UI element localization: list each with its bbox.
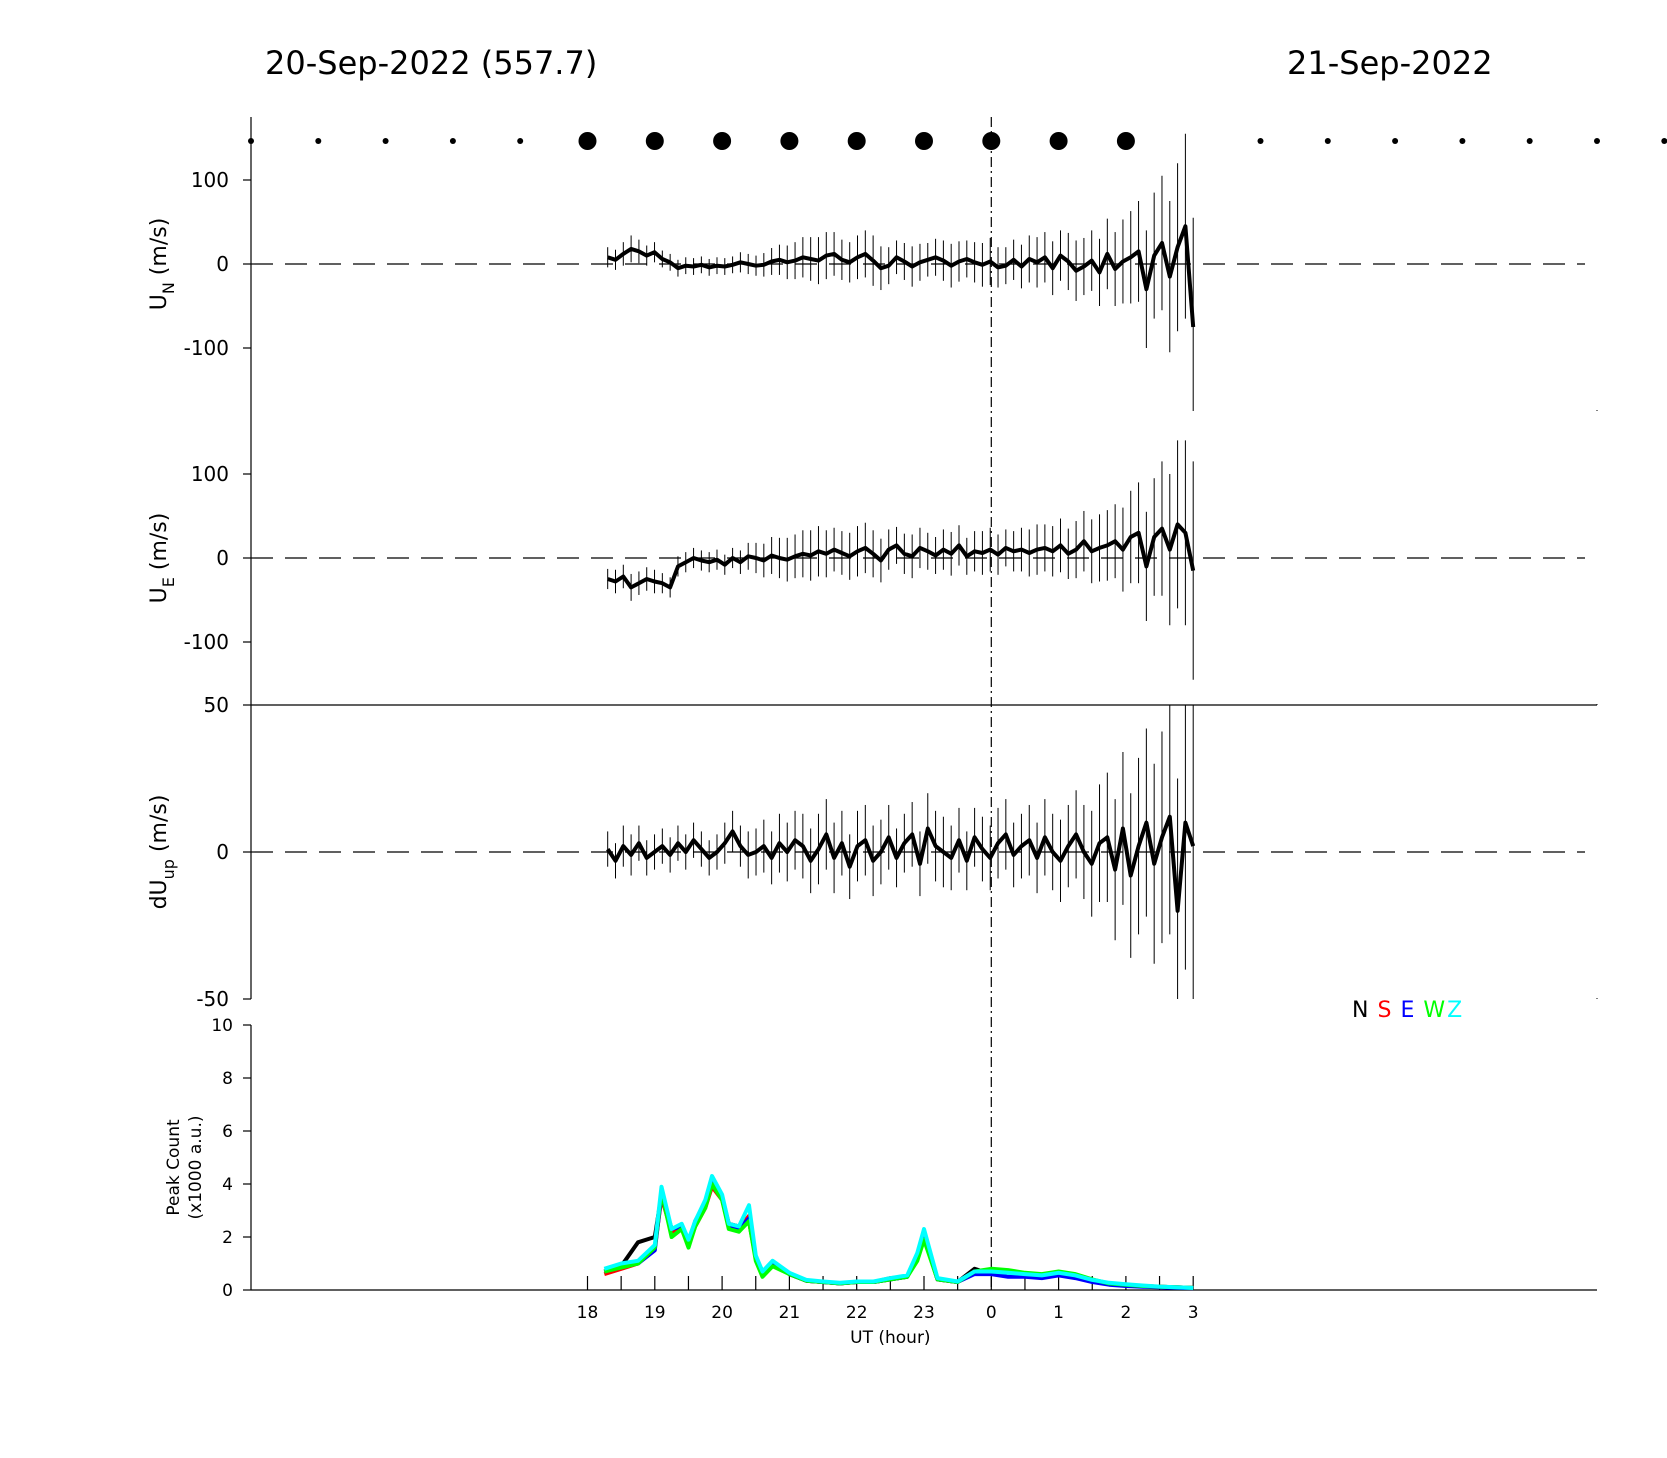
dup-y-tick-label: 50	[204, 693, 229, 717]
peak-x-tick-label: 18	[577, 1303, 599, 1323]
sky-dot-small	[382, 138, 389, 144]
sky-dot-small	[315, 138, 322, 144]
un-y-label: UN (m/s)	[147, 218, 178, 311]
ue-y-tick-label: 100	[191, 462, 229, 486]
legend-label-w: W	[1423, 998, 1446, 1023]
peak-x-label: UT (hour)	[850, 1328, 930, 1348]
sky-dot-small	[1661, 138, 1667, 144]
dup-y-tick-label: -50	[196, 987, 229, 1011]
sky-dot-small	[1526, 138, 1533, 144]
sky-dot-small	[1257, 138, 1264, 144]
peak-y-tick-label: 6	[222, 1122, 233, 1142]
peak-x-tick-label: 19	[644, 1303, 666, 1323]
chart-legend: N S E WZ	[1352, 998, 1464, 1023]
peak-y-tick-label: 8	[222, 1069, 233, 1089]
peak-x-tick-label: 21	[779, 1303, 801, 1323]
sky-dot-small	[1392, 138, 1399, 144]
peak-x-tick-label: 22	[846, 1303, 868, 1323]
peak-y-tick-label: 0	[222, 1281, 233, 1301]
plot-title-date: 20-Sep-2022 (557.7)	[265, 44, 598, 82]
legend-label-e: E	[1400, 998, 1415, 1023]
peak-y-label-line1: Peak Count	[164, 1119, 184, 1216]
un-y-tick-label: 100	[191, 168, 229, 192]
legend-label-z: Z	[1447, 998, 1463, 1023]
un-y-tick-label: -100	[184, 336, 229, 360]
dup-y-tick-label: 0	[216, 840, 229, 864]
sky-dot-large	[847, 132, 866, 150]
legend-label-n: N	[1352, 998, 1369, 1023]
peak-y-tick-label: 2	[222, 1228, 233, 1248]
peak-x-tick-label: 0	[986, 1303, 997, 1323]
peak-y-tick-label: 4	[222, 1175, 233, 1195]
ue-y-label: UE (m/s)	[147, 513, 178, 604]
sky-dot-large	[1049, 132, 1068, 150]
sky-dot-large	[1116, 132, 1135, 150]
ue-y-tick-label: -100	[184, 630, 229, 654]
peak-x-tick-label: 23	[913, 1303, 935, 1323]
dup-series-line	[606, 814, 1196, 913]
sky-dot-large	[578, 132, 597, 150]
sky-dot-small	[1324, 138, 1331, 144]
un-series-line	[607, 224, 1196, 328]
sky-dot-large	[645, 132, 664, 150]
peak-series-z	[603, 1174, 1194, 1290]
peak-x-tick-label: 2	[1120, 1303, 1131, 1323]
sky-dot-small	[1594, 138, 1600, 144]
un-y-tick-label: 0	[216, 252, 229, 276]
peak-y-tick-label: 10	[211, 1016, 233, 1036]
ue-y-tick-label: 0	[216, 546, 229, 570]
ue-series-line	[607, 522, 1196, 590]
sky-dot-large	[915, 132, 933, 150]
dup-y-label: dUup (m/s)	[147, 795, 178, 910]
sky-dot-small	[1459, 138, 1466, 144]
sky-dot-small	[517, 138, 524, 144]
plot-title-next-date: 21-Sep-2022	[1287, 44, 1493, 82]
sky-dot-large	[713, 132, 732, 150]
sky-dot-large	[780, 132, 799, 150]
peak-y-label-line2: (x1000 a.u.)	[186, 1116, 206, 1220]
peak-x-tick-label: 1	[1053, 1303, 1064, 1323]
sky-dot-small	[449, 138, 456, 144]
peak-x-tick-label: 20	[711, 1303, 733, 1323]
peak-x-tick-label: 3	[1188, 1303, 1199, 1323]
legend-label-s: S	[1377, 998, 1392, 1023]
peak-series-w	[603, 1182, 1194, 1290]
